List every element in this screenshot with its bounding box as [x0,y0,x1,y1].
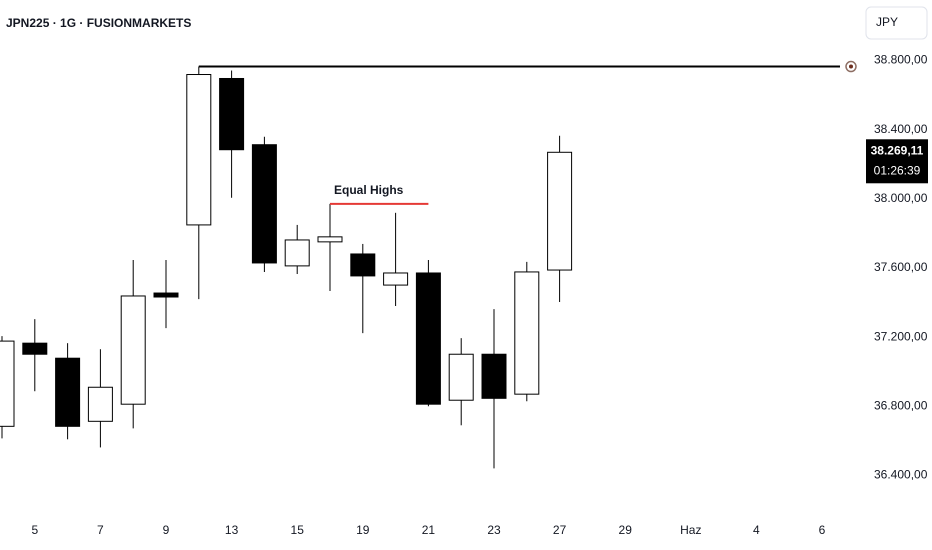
x-tick-label: 4 [753,523,760,537]
x-tick-label: 29 [619,523,633,537]
price-tag-label: 38.269,11 [871,143,924,157]
price-tag [866,139,928,184]
candle-body [383,272,409,286]
x-tick-label: Haz [680,523,701,537]
currency-box[interactable] [865,6,928,40]
y-tick-label: 36.400,00 [874,468,928,482]
x-tick-label: 5 [31,523,38,537]
y-tick-label: 36.800,00 [874,398,928,412]
x-tick-label: 19 [356,523,370,537]
alert-icon-dot [849,64,853,69]
x-tick-label: 15 [291,523,305,537]
x-tick-label: 23 [487,523,501,537]
candle-body [547,151,573,271]
candle-body [317,236,343,243]
x-tick-label: 6 [819,523,826,537]
candle-body [120,295,146,405]
price-tag-countdown: 01:26:39 [874,163,921,177]
y-tick-label: 38.800,00 [874,53,928,67]
candle-body [350,253,376,277]
candle-body [219,77,245,151]
candle-body [284,239,310,267]
y-tick-label: 37.200,00 [874,329,928,343]
annotation: Equal Highs [334,183,404,197]
candle-body [415,272,441,405]
y-tick-label: 37.600,00 [874,260,928,274]
candle-body [22,342,48,355]
y-tick-label: 38.000,00 [874,191,928,205]
candle-body [251,144,277,264]
candle-body [448,353,474,401]
candle-body [514,271,540,395]
x-tick-label: 13 [225,523,239,537]
x-tick-label: 27 [553,523,567,537]
candle-body [481,353,507,399]
x-tick-label: 9 [163,523,170,537]
candle-body [0,340,15,427]
candle-body [186,74,212,226]
x-tick-label: 21 [422,523,436,537]
chart-title: JPN225 · 1G · FUSIONMARKETS [6,16,191,30]
candle-body [87,386,113,422]
candle-body [153,292,179,298]
y-tick-label: 38.400,00 [874,122,928,136]
candle-body [55,357,81,427]
currency[interactable]: JPY [876,15,898,29]
x-tick-label: 7 [97,523,104,537]
